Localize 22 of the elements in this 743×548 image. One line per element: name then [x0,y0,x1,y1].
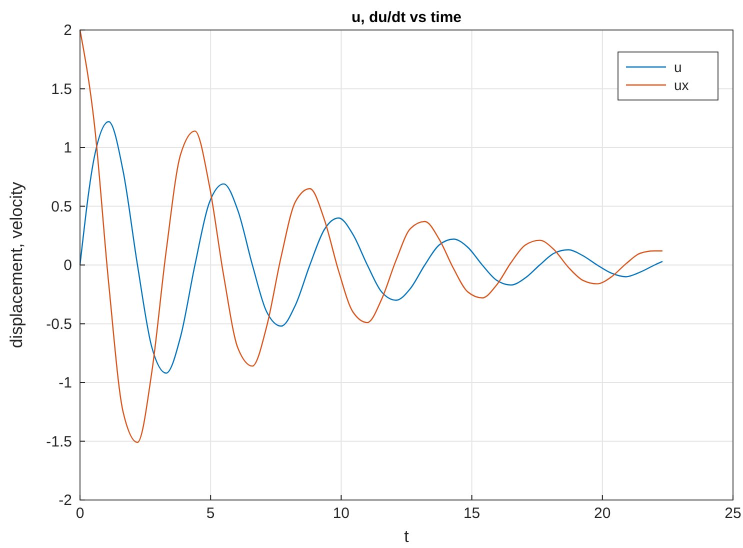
legend-label: u [674,59,682,75]
x-axis-title: t [404,527,410,546]
chart-title: u, du/dt vs time [351,9,462,26]
y-tick-label: -2 [58,492,72,509]
line-series [79,29,664,444]
y-tick-label: 2 [64,22,72,39]
x-tick-label: 5 [206,505,215,522]
x-tick-label: 15 [463,505,480,522]
y-tick-label: 1 [64,140,72,156]
y-axis-title: displacement, velocity [7,181,26,348]
x-tick-label: 25 [724,505,742,522]
x-tick-label: 20 [594,505,611,522]
legend-label: ux [674,77,689,93]
x-tick-label: 0 [76,505,84,522]
y-tick-label: 0 [64,257,72,274]
x-tick-label: 10 [332,505,350,522]
y-tick-label: 0.5 [51,198,72,216]
y-tick-label: -1 [58,374,72,392]
y-tick-label: -0.5 [46,316,72,333]
y-tick-label: 1.5 [51,80,72,98]
y-tick-label: -1.5 [46,433,72,450]
line-series [79,121,664,374]
